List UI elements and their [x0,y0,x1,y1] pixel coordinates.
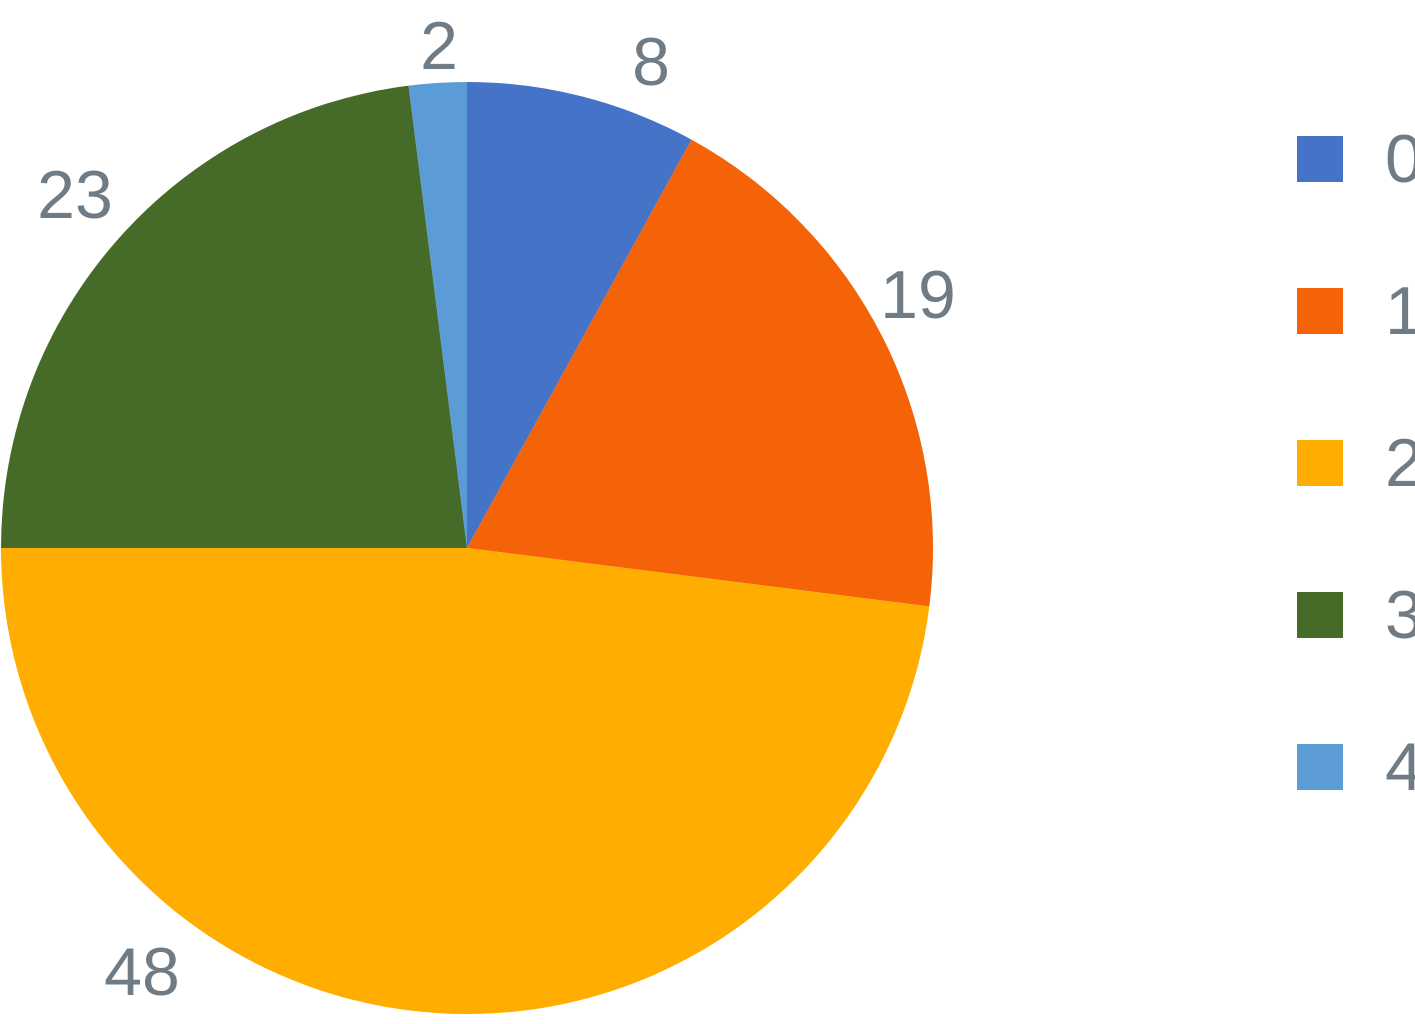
legend-label-0: 0 [1385,121,1415,197]
pie-slice-3[interactable] [0,85,467,549]
legend-item-3[interactable]: 3 [1297,577,1415,653]
pie-value-label-0: 8 [632,24,670,100]
pie-value-label-1: 19 [880,257,956,333]
legend-item-4[interactable]: 4 [1297,729,1415,805]
pie-value-label-3: 23 [37,157,113,233]
legend-item-2[interactable]: 2 [1297,425,1415,501]
pie-slice-0[interactable] [467,82,692,548]
legend: 0 1 2 3 4 [1297,0,1415,1024]
legend-item-0[interactable]: 0 [1297,121,1415,197]
pie-value-label-4: 2 [420,8,458,84]
legend-swatch-3 [1297,592,1343,638]
pie-slice-2[interactable] [0,548,930,1015]
legend-label-4: 4 [1385,729,1415,805]
pie-slice-1[interactable] [467,139,934,607]
legend-swatch-1 [1297,288,1343,334]
legend-swatch-2 [1297,440,1343,486]
legend-label-3: 3 [1385,577,1415,653]
pie-value-label-2: 48 [104,934,180,1010]
legend-label-1: 1 [1385,273,1415,349]
legend-label-2: 2 [1385,425,1415,501]
legend-item-1[interactable]: 1 [1297,273,1415,349]
legend-swatch-4 [1297,744,1343,790]
pie-slice-4[interactable] [408,81,467,548]
legend-swatch-0 [1297,136,1343,182]
